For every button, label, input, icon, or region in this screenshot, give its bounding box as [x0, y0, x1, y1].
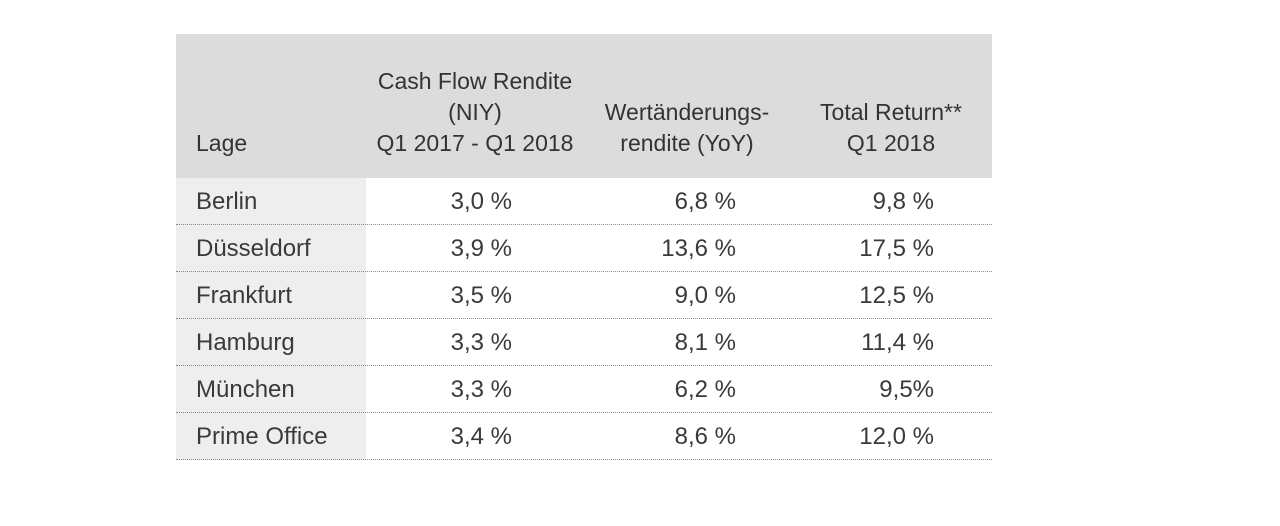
table-row: Prime Office 3,4 % 8,6 % 12,0 %	[176, 413, 992, 460]
row-label: Hamburg	[176, 319, 366, 366]
row-label: München	[176, 366, 366, 413]
cash-flow-value: 3,0 %	[450, 187, 512, 215]
row-label: Frankfurt	[176, 272, 366, 319]
table-row: München 3,3 % 6,2 % 9,5%	[176, 366, 992, 413]
column-header-lage: Lage	[196, 130, 248, 156]
table-row: Hamburg 3,3 % 8,1 % 11,4 %	[176, 319, 992, 366]
cash-flow-value: 3,4 %	[450, 422, 512, 450]
cash-flow-value: 3,3 %	[450, 328, 512, 356]
total-return-value: 12,5 %	[859, 281, 934, 309]
total-return-value: 12,0 %	[859, 422, 934, 450]
cash-flow-value: 3,3 %	[450, 375, 512, 403]
row-label: Berlin	[176, 178, 366, 225]
row-label: Prime Office	[176, 413, 366, 460]
cash-flow-value: 3,5 %	[450, 281, 512, 309]
value-change-value: 9,0 %	[674, 281, 736, 309]
total-return-value: 9,8 %	[872, 187, 934, 215]
total-return-value: 11,4 %	[861, 328, 934, 356]
yield-table: Lage Cash Flow Rendite (NIY) Q1 2017 - Q…	[176, 34, 992, 460]
value-change-value: 6,8 %	[674, 187, 736, 215]
total-return-value: 17,5 %	[859, 234, 934, 262]
row-label: Düsseldorf	[176, 225, 366, 272]
column-header-cash-flow-rendite: Cash Flow Rendite (NIY) Q1 2017 - Q1 201…	[376, 68, 574, 156]
table-row: Berlin 3,0 % 6,8 % 9,8 %	[176, 178, 992, 225]
cash-flow-value: 3,9 %	[450, 234, 512, 262]
value-change-value: 13,6 %	[661, 234, 736, 262]
value-change-value: 8,1 %	[674, 328, 736, 356]
value-change-value: 6,2 %	[674, 375, 736, 403]
column-header-total-return: Total Return** Q1 2018	[820, 99, 962, 156]
table-header: Lage Cash Flow Rendite (NIY) Q1 2017 - Q…	[176, 34, 992, 178]
total-return-value: 9,5%	[879, 375, 934, 403]
value-change-value: 8,6 %	[674, 422, 736, 450]
column-header-wertaenderungsrendite: Wertänderungs- rendite (YoY)	[604, 99, 770, 156]
table-row: Düsseldorf 3,9 % 13,6 % 17,5 %	[176, 225, 992, 272]
table-row: Frankfurt 3,5 % 9,0 % 12,5 %	[176, 272, 992, 319]
